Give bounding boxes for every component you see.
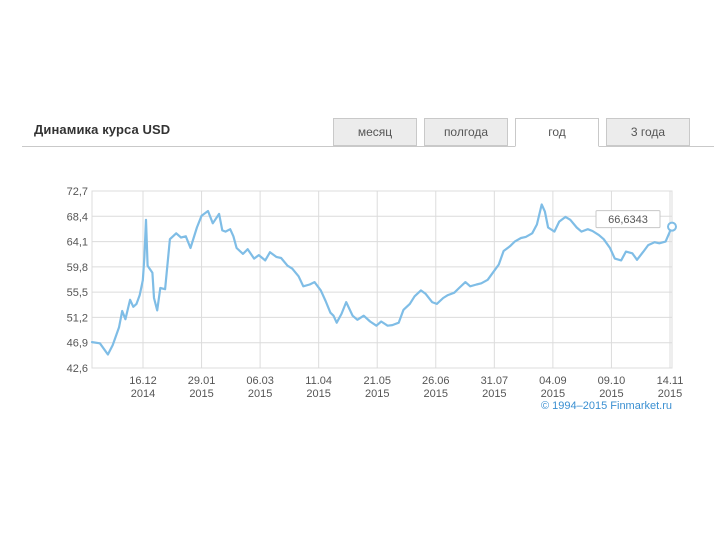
x-tick-label: 21.05 2015 bbox=[363, 375, 391, 400]
plot-frame bbox=[91, 190, 673, 369]
x-tick-label: 31.07 2015 bbox=[481, 375, 509, 400]
x-tick-label: 09.10 2015 bbox=[598, 375, 626, 400]
last-point-marker bbox=[667, 221, 677, 232]
tab-month[interactable]: месяц bbox=[333, 118, 417, 146]
y-tick-label: 55,5 bbox=[67, 287, 88, 299]
usd-rate-line bbox=[90, 203, 674, 356]
x-tick-label: 14.11 2015 bbox=[657, 375, 684, 400]
x-tick-label: 11.04 2015 bbox=[305, 375, 332, 400]
y-tick-label: 46,9 bbox=[67, 338, 88, 350]
tab-three-years[interactable]: 3 года bbox=[606, 118, 690, 146]
chart-title: Динамика курса USD bbox=[34, 122, 171, 137]
x-tick-label: 06.03 2015 bbox=[246, 375, 274, 400]
copyright-text[interactable]: © 1994–2015 Finmarket.ru bbox=[541, 400, 673, 412]
y-tick-label: 51,2 bbox=[67, 312, 88, 324]
y-tick-label: 64,1 bbox=[67, 237, 88, 249]
x-tick-label: 04.09 2015 bbox=[539, 375, 567, 400]
x-tick-label: 29.01 2015 bbox=[188, 375, 216, 400]
x-tick-label: 26.06 2015 bbox=[422, 375, 450, 400]
last-value-label: 66,6343 bbox=[608, 214, 648, 226]
tab-baseline bbox=[22, 146, 714, 147]
x-tick-label: 16.12 2014 bbox=[129, 375, 157, 400]
last-value-box bbox=[595, 210, 661, 229]
y-tick-label: 42,6 bbox=[67, 363, 88, 375]
tab-year[interactable]: год bbox=[515, 118, 599, 147]
y-tick-label: 68,4 bbox=[67, 211, 88, 223]
y-tick-label: 59,8 bbox=[67, 262, 88, 274]
y-tick-label: 72,7 bbox=[67, 186, 88, 198]
tab-half-year[interactable]: полгода bbox=[424, 118, 508, 146]
